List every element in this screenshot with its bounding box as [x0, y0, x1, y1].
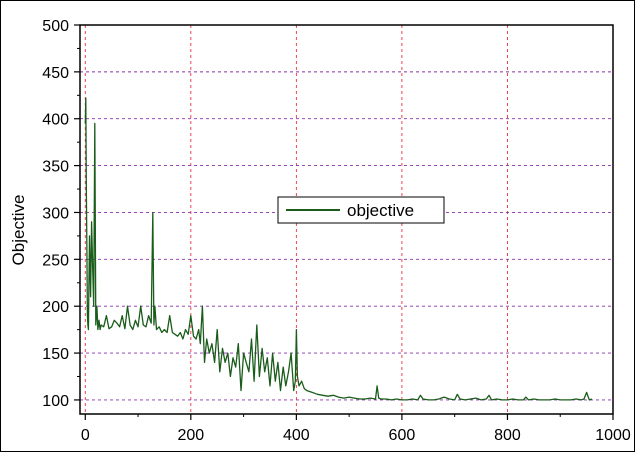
- tick-labels: 0 200 400 600 800 1000 100 150 200 250 300 350 400 45…: [42, 18, 631, 444]
- y-tick-label-300: 300: [42, 205, 69, 222]
- legend-box: [277, 196, 445, 224]
- series-layer: [84, 97, 593, 401]
- y-tick-label-200: 200: [42, 299, 69, 316]
- y-tick-label-150: 150: [42, 346, 69, 363]
- y-axis-title: Objective: [9, 195, 28, 266]
- y-tick-label-100: 100: [42, 393, 69, 410]
- y-tick-label-400: 400: [42, 112, 69, 129]
- x-tick-label-800: 800: [494, 427, 521, 444]
- legend-label-objective: objective: [347, 201, 414, 220]
- y-tick-label-350: 350: [42, 159, 69, 176]
- series-line-objective: [84, 97, 593, 401]
- legend: objective: [277, 196, 445, 224]
- x-tick-label-600: 600: [389, 427, 416, 444]
- y-tick-label-450: 450: [42, 65, 69, 82]
- y-tick-label-500: 500: [42, 18, 69, 35]
- plot-area-frame: [79, 24, 614, 415]
- x-tick-label-0: 0: [81, 427, 90, 444]
- y-tick-label-250: 250: [42, 252, 69, 269]
- x-tick-label-200: 200: [177, 427, 204, 444]
- x-tick-label-400: 400: [283, 427, 310, 444]
- grid-lines: [80, 25, 613, 414]
- x-tick-label-1000: 1000: [595, 427, 631, 444]
